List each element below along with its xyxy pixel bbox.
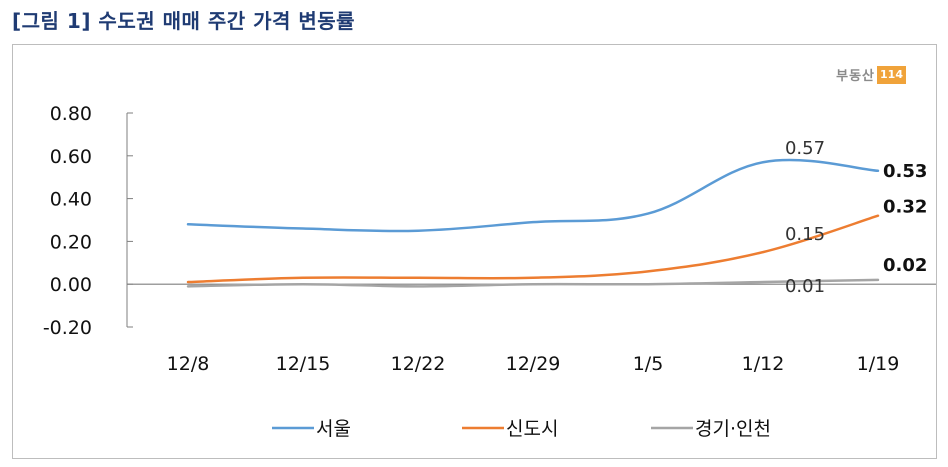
data-label: 0.57	[785, 138, 825, 159]
data-label-last: 0.02	[883, 255, 927, 276]
y-tick-label: 0.80	[50, 103, 92, 125]
x-tick-label: 12/29	[506, 353, 561, 375]
x-tick-label: 12/8	[167, 353, 210, 375]
y-tick-label: 0.40	[50, 189, 92, 211]
y-tick-label: 0.20	[50, 231, 92, 253]
x-tick-label: 1/19	[857, 353, 900, 375]
brand-logo: 부동산 114	[836, 65, 906, 84]
data-label-last: 0.53	[883, 161, 927, 182]
legend-label: 서울	[316, 418, 351, 440]
series-line-1	[186, 158, 880, 233]
chart-frame: 부동산 114	[12, 44, 937, 459]
data-label: 0.01	[785, 276, 825, 297]
legend-label: 경기·인천	[695, 418, 771, 440]
figure-title: [그림 1] 수도권 매매 주간 가격 변동률	[12, 9, 356, 33]
y-tick-label: 0.60	[50, 146, 92, 168]
legend-label: 신도시	[506, 418, 558, 440]
series-line-3	[186, 278, 880, 288]
logo-text: 부동산	[836, 69, 876, 84]
x-tick-label: 12/22	[391, 353, 446, 375]
data-label-last: 0.32	[883, 197, 927, 218]
series-line-2	[186, 214, 880, 284]
data-label: 0.15	[785, 224, 825, 245]
y-tick-label: -0.20	[43, 317, 92, 339]
x-tick-label: 12/15	[276, 353, 331, 375]
y-tick-label: 0.00	[50, 274, 92, 296]
x-tick-label: 1/5	[633, 353, 664, 375]
x-tick-label: 1/12	[742, 353, 785, 375]
logo-badge: 114	[877, 65, 906, 84]
